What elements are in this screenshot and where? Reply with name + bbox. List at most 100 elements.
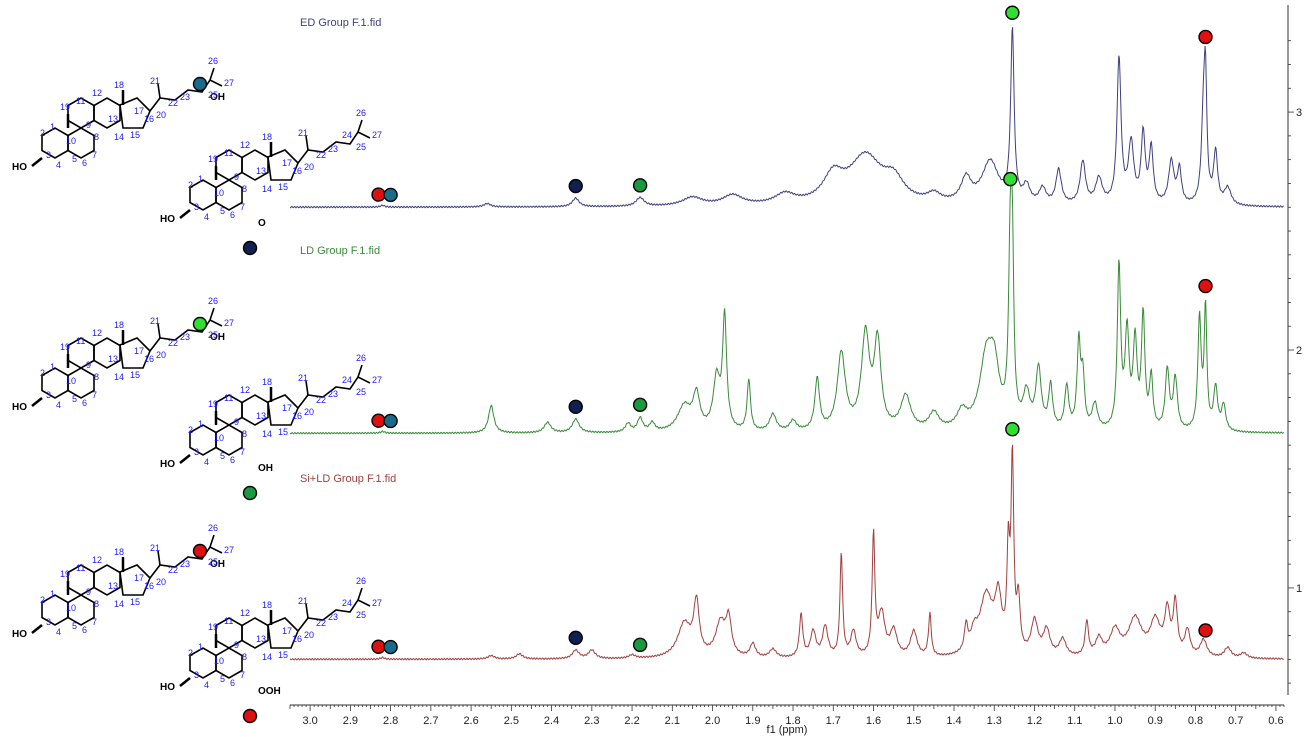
- carbon-number: 18: [262, 377, 272, 387]
- ring-bond: [215, 179, 243, 211]
- carbon-number: 23: [180, 92, 190, 102]
- carbon-number: 14: [262, 184, 272, 194]
- x-tick-label: 1.2: [1027, 715, 1042, 727]
- carbon-number: 15: [130, 130, 140, 140]
- atom-label: OH: [210, 559, 225, 570]
- spectrum-line-0: [289, 27, 1284, 209]
- atom-label: OH: [210, 92, 225, 103]
- carbon-number: 14: [114, 599, 124, 609]
- carbon-number: 4: [56, 627, 61, 637]
- carbon-number: 13: [256, 166, 266, 176]
- carbon-number: 12: [240, 608, 250, 618]
- carbon-number: 11: [224, 148, 233, 158]
- carbon-number: 25: [208, 330, 218, 340]
- peak-marker: [632, 178, 648, 193]
- carbon-number: 20: [304, 162, 314, 172]
- carbon-number: 19: [208, 622, 218, 632]
- carbon-number: 17: [282, 403, 292, 413]
- ring-bond: [215, 424, 243, 456]
- carbon-number: 14: [262, 429, 272, 439]
- carbon-number: 1: [50, 362, 55, 372]
- carbon-number: 16: [144, 581, 154, 591]
- carbon-number: 1: [198, 174, 203, 184]
- carbon-number: 5: [220, 451, 225, 461]
- peak-marker: [1003, 171, 1018, 187]
- methyl-bond: [157, 550, 161, 566]
- carbon-number: 17: [134, 106, 144, 116]
- carbon-number: 15: [130, 597, 140, 607]
- structure-marker: [192, 76, 208, 92]
- carbon-number: 15: [278, 427, 288, 437]
- carbon-number: 18: [114, 320, 124, 330]
- peak-marker: [1198, 29, 1213, 45]
- x-tick-label: 2.8: [383, 715, 398, 727]
- atom-label: OH: [210, 332, 225, 343]
- carbon-number: 24: [342, 598, 352, 608]
- carbon-number: 2: [188, 425, 193, 435]
- carbon-number: 5: [220, 206, 225, 216]
- x-tick-label: 0.8: [1188, 715, 1203, 727]
- x-tick-label: 1.7: [826, 715, 841, 727]
- x-tick-label: 2.4: [544, 715, 559, 727]
- atom-label: HO: [160, 214, 175, 225]
- carbon-number: 24: [342, 375, 352, 385]
- x-tick-label: 1.9: [745, 715, 760, 727]
- carbon-number: 13: [108, 354, 118, 364]
- ring-bond: [267, 149, 299, 181]
- x-axis: 3.0 2.9 2.8 2.7 2.6 2.5 2.4 2.3 2.2 2.1 2.0 1.9 1.8 1…: [289, 704, 1285, 727]
- carbon-number: 3: [46, 617, 51, 627]
- carbon-number: 22: [168, 565, 178, 575]
- x-tick-label: 0.7: [1228, 715, 1243, 727]
- carbon-number: 15: [130, 370, 140, 380]
- oh-bond: [31, 624, 43, 634]
- carbon-number: 4: [204, 212, 209, 222]
- oh-bond: [179, 677, 191, 687]
- carbon-number: 1: [50, 589, 55, 599]
- carbon-number: 16: [144, 114, 154, 124]
- carbon-number: 26: [208, 523, 218, 533]
- carbon-number: 21: [298, 596, 308, 606]
- peak-marker: [371, 187, 386, 202]
- carbon-number: 22: [316, 150, 326, 160]
- carbon-number: 21: [298, 373, 308, 383]
- carbon-number: 11: [76, 563, 85, 573]
- carbon-number: 8: [94, 599, 99, 609]
- carbon-number: 23: [180, 332, 190, 342]
- carbon-number: 8: [94, 132, 99, 142]
- carbon-number: 9: [86, 120, 91, 130]
- structure-marker: [242, 485, 258, 501]
- carbon-number: 6: [230, 210, 235, 220]
- carbon-number: 3: [194, 670, 199, 680]
- carbon-number: 7: [92, 150, 97, 160]
- side-chain-bond: [357, 587, 363, 601]
- carbon-number: 25: [208, 90, 218, 100]
- carbon-number: 26: [356, 353, 366, 363]
- carbon-number: 7: [92, 390, 97, 400]
- carbon-number: 8: [94, 372, 99, 382]
- y-axis: 1 2 3: [1287, 5, 1302, 695]
- x-tick-label: 2.1: [665, 715, 680, 727]
- carbon-number: 26: [208, 56, 218, 66]
- carbon-number: 8: [242, 429, 247, 439]
- peak-marker: [371, 639, 386, 654]
- x-tick-label: 2.5: [504, 715, 519, 727]
- carbon-number: 21: [150, 76, 160, 86]
- side-chain-bond: [209, 534, 215, 548]
- carbon-number: 23: [180, 559, 190, 569]
- carbon-number: 25: [208, 557, 218, 567]
- peak-marker: [383, 413, 398, 429]
- x-tick-label: 2.7: [423, 715, 438, 727]
- y-tick-label: 1: [1296, 583, 1302, 595]
- carbon-number: 14: [114, 372, 124, 382]
- peak-marker: [1005, 422, 1020, 437]
- carbon-number: 19: [60, 342, 70, 352]
- carbon-number: 8: [242, 184, 247, 194]
- spectrum-line-1: [289, 180, 1285, 435]
- x-axis-label: f1 (ppm): [767, 724, 808, 736]
- carbon-number: 6: [230, 678, 235, 688]
- carbon-number: 14: [262, 652, 272, 662]
- carbon-number: 10: [66, 376, 76, 386]
